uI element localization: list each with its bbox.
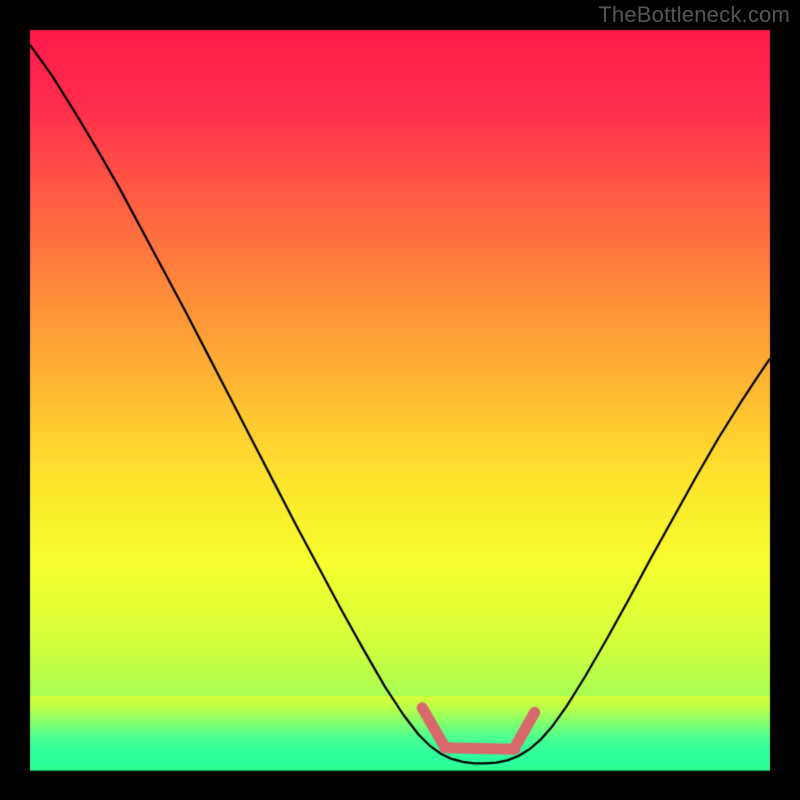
chart-container: TheBottleneck.com — [0, 0, 800, 800]
bottleneck-curve-chart — [0, 0, 800, 800]
watermark-text: TheBottleneck.com — [598, 2, 790, 28]
